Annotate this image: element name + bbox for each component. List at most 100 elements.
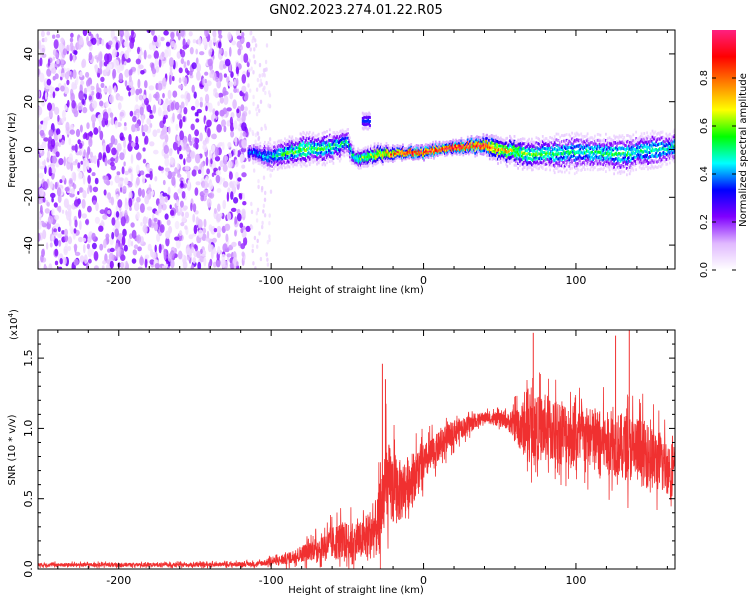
spectrogram-noise-cell	[207, 128, 211, 138]
spectrogram-noise-cell	[206, 230, 210, 239]
spectrogram-signal-cell	[254, 160, 257, 164]
spectrogram-signal-cell	[573, 163, 575, 166]
spectrogram-noise-cell	[108, 40, 113, 46]
spectrogram-signal-cell	[331, 139, 334, 142]
spectrogram-signal-cell	[616, 144, 618, 148]
spectrogram-noise-cell	[120, 261, 125, 269]
spectrogram-noise-cell	[69, 129, 76, 135]
spectrogram-noise-cell	[172, 76, 175, 82]
spectrogram-noise-cell	[241, 164, 246, 169]
spectrogram-noise-cell	[182, 38, 186, 48]
spectrogram-noise-cell	[233, 88, 238, 93]
spectrogram-signal-cell	[368, 162, 370, 166]
spectrogram-noise-cell	[230, 191, 234, 200]
spectrogram-noise-cell	[258, 108, 261, 114]
spectrogram-signal-cell	[627, 168, 629, 172]
spectrogram-noise-cell	[226, 253, 232, 258]
spectrogram-signal-cell	[575, 164, 578, 168]
spectrogram-noise-cell	[88, 31, 92, 37]
spectrogram-noise-cell	[99, 68, 103, 75]
spectrogram-signal-cell	[348, 134, 350, 137]
spectrogram-signal-cell	[271, 169, 274, 172]
spectrogram-noise-cell	[41, 38, 45, 43]
spectrogram-noise-cell	[136, 234, 142, 244]
spectrogram-noise-cell	[64, 228, 68, 237]
spectrogram-noise-cell	[48, 129, 54, 137]
spectrogram-noise-cell	[118, 72, 124, 83]
spectrogram-signal-cell	[571, 166, 573, 170]
spectrogram-noise-cell	[105, 259, 112, 265]
spectrogram-noise-cell	[260, 82, 263, 87]
spectrogram-noise-cell	[266, 257, 269, 262]
spectrogram-noise-cell	[189, 47, 194, 55]
spectrogram-signal-cell	[506, 136, 509, 140]
spectrogram-signal-cell	[634, 151, 637, 155]
spectrogram-noise-cell	[257, 179, 260, 184]
spectrogram-noise-cell	[215, 258, 221, 268]
spectrogram-noise-cell	[262, 203, 266, 208]
spectrogram-signal-cell	[347, 128, 349, 131]
spectrogram-noise-cell	[194, 187, 199, 196]
spectrogram-noise-cell	[215, 174, 221, 184]
spectrogram-noise-cell	[103, 189, 107, 196]
spectrogram-noise-cell	[252, 94, 255, 100]
spectrogram-noise-cell	[62, 48, 67, 56]
spectrogram-noise-cell	[123, 244, 128, 252]
spectrogram-noise-cell	[93, 155, 97, 165]
spectrogram-noise-cell	[268, 137, 272, 142]
spectrogram-noise-cell	[243, 236, 248, 246]
spectrogram-noise-cell	[137, 187, 142, 197]
spectrogram-noise-cell	[87, 131, 94, 137]
spectrogram-noise-cell	[149, 109, 153, 114]
spectrogram-noise-cell	[223, 125, 227, 133]
spectrogram-noise-cell	[234, 230, 237, 237]
spectrogram-noise-cell	[227, 31, 232, 41]
spectrogram-noise-cell	[263, 213, 267, 218]
spectrogram-signal-cell	[541, 167, 544, 170]
spectrogram-signal-cell	[350, 140, 353, 144]
spectrogram-noise-cell	[240, 104, 245, 112]
spectrogram-signal-cell	[538, 167, 541, 170]
spectrogram-signal-cell	[539, 140, 541, 144]
spectrogram-signal-cell	[561, 170, 563, 174]
spectrogram-noise-cell	[91, 100, 98, 109]
spectrogram-noise-cell	[40, 30, 45, 38]
spectrogram-noise-cell	[216, 124, 222, 133]
spectrogram-noise-cell	[157, 34, 161, 44]
spectrogram-noise-cell	[241, 251, 245, 257]
spectrogram-noise-cell	[64, 187, 70, 192]
spectrogram-signal-cell	[538, 138, 541, 141]
spectrogram-noise-cell	[167, 89, 172, 100]
spectrogram-noise-cell	[241, 139, 247, 149]
spectrogram-noise-cell	[87, 247, 93, 258]
spectrogram-noise-cell	[79, 124, 83, 133]
spectrogram-noise-cell	[212, 36, 217, 43]
spectrogram-noise-cell	[176, 30, 179, 37]
spectrogram-signal-cell	[284, 166, 286, 170]
spectrogram-signal-cell	[541, 135, 544, 138]
spectrogram-noise-cell	[128, 91, 131, 97]
spectrogram-noise-cell	[77, 191, 80, 195]
spectrogram-noise-cell	[236, 261, 239, 267]
spectrogram-signal-cell	[306, 131, 308, 135]
spectrogram-noise-cell	[209, 69, 215, 79]
spectrogram-signal-cell	[585, 159, 588, 162]
spectrogram-signal-cell	[552, 168, 555, 172]
spectrogram-signal-cell	[349, 159, 351, 163]
spectrogram-signal-cell	[392, 160, 394, 163]
spectrogram-noise-cell	[97, 114, 103, 122]
spectrogram-signal-cell	[584, 135, 586, 138]
spectrogram-noise-cell	[39, 129, 45, 137]
spectrogram-noise-cell	[212, 108, 216, 115]
spectrogram-noise-cell	[87, 40, 93, 47]
spectrogram-noise-cell	[164, 157, 170, 167]
spectrogram-noise-cell	[83, 244, 86, 254]
spectrogram-noise-cell	[46, 201, 50, 207]
spectrogram-signal-cell	[612, 162, 615, 166]
spectrogram-noise-cell	[194, 129, 200, 137]
spectrogram-noise-cell	[179, 118, 183, 129]
spectrogram-signal-cell	[603, 138, 605, 141]
spectrogram-noise-cell	[256, 244, 259, 249]
spectrogram-noise-cell	[93, 251, 99, 261]
spectrogram-noise-cell	[179, 200, 184, 208]
